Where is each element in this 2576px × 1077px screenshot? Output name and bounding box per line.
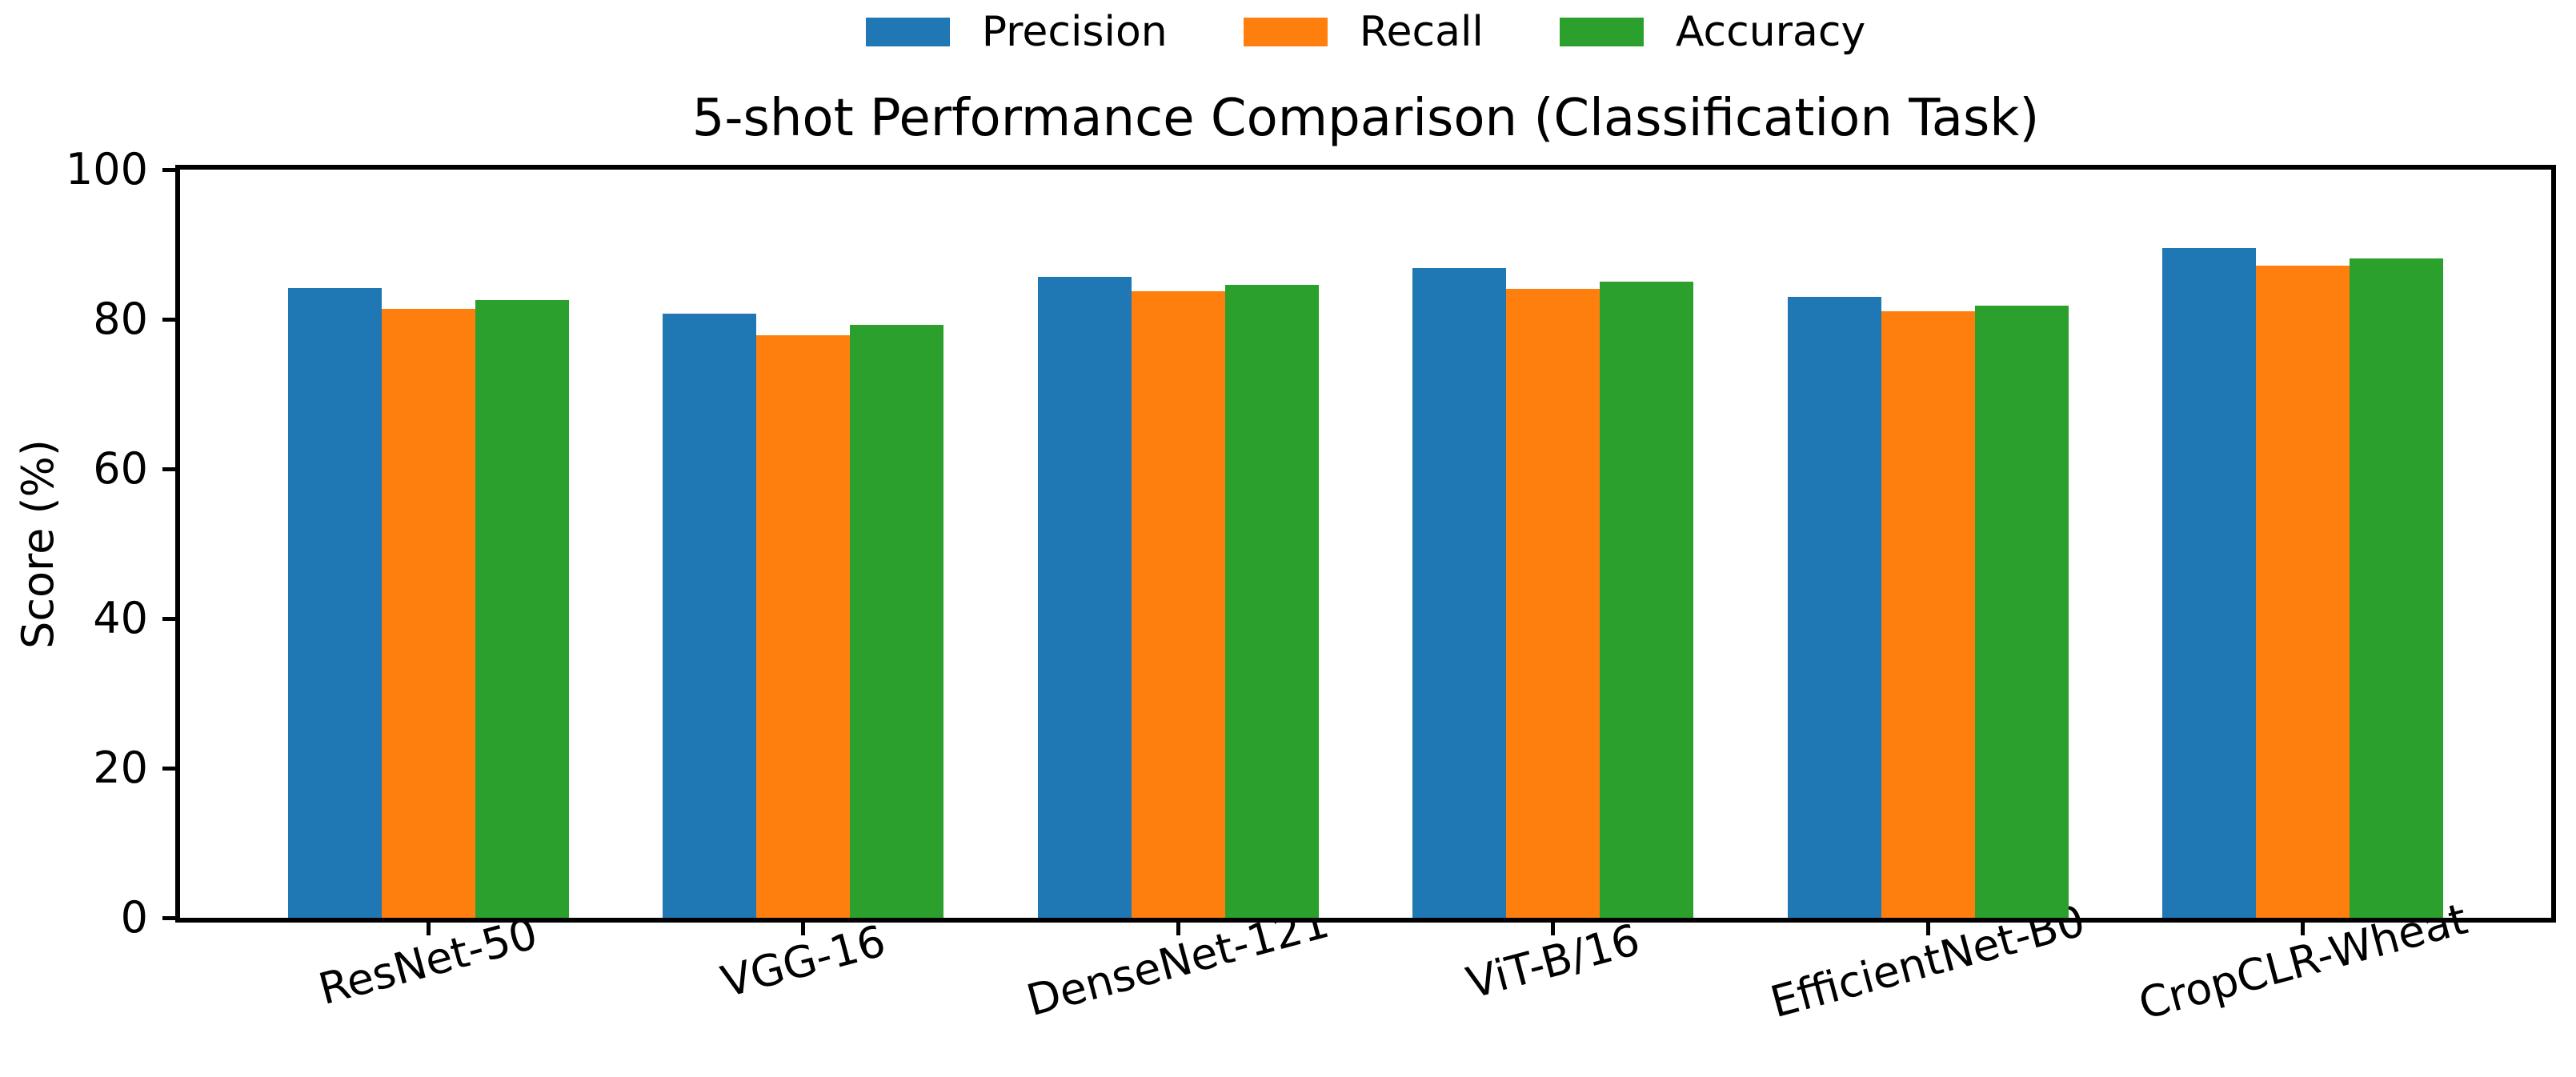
bar-vgg-16-recall: [756, 334, 851, 918]
legend-item-accuracy: Accuracy: [1559, 8, 1866, 56]
bar-densenet-121-accuracy: [1224, 285, 1319, 918]
y-tick-mark-20: [162, 766, 175, 771]
bar-vit-b-16-recall: [1506, 288, 1600, 918]
x-tick-mark-vgg-16: [801, 923, 806, 935]
plot-area: 0 20 40 60 80 100 ResNet-50 VGG-16 DenseNet-121 V…: [66, 148, 2556, 1029]
y-tick-label-0: 0: [120, 892, 148, 943]
legend-swatch-accuracy: [1559, 18, 1644, 46]
x-tick-mark-vit-b-16: [1551, 923, 1556, 935]
bar-cropclr-wheat-accuracy: [2350, 258, 2444, 918]
bar-cropclr-wheat-precision: [2161, 248, 2257, 918]
legend-swatch-recall: [1243, 18, 1328, 46]
bar-efficientnet-b0-accuracy: [1974, 306, 2069, 918]
x-tick-label-densenet-121: DenseNet-121: [1021, 896, 1335, 1027]
bar-vit-b-16-accuracy: [1600, 282, 1694, 918]
bar-efficientnet-b0-recall: [1881, 310, 1975, 918]
y-tick-label-100: 100: [65, 144, 148, 194]
bar-resnet-50-recall: [381, 308, 475, 918]
bar-vgg-16-accuracy: [850, 325, 944, 918]
bar-densenet-121-precision: [1037, 276, 1132, 918]
y-tick-mark-80: [162, 317, 175, 322]
y-tick-label-80: 80: [93, 294, 148, 344]
bar-resnet-50-precision: [287, 287, 382, 918]
x-tick-mark-cropclr-wheat: [2301, 923, 2306, 935]
chart-title: 5-shot Performance Comparison (Classific…: [691, 89, 2040, 148]
y-tick-mark-60: [162, 466, 175, 471]
legend-item-precision: Precision: [865, 8, 1168, 56]
legend: Precision Recall Accuracy: [180, 11, 2551, 53]
bar-vgg-16-precision: [663, 314, 757, 918]
legend-label-accuracy: Accuracy: [1675, 8, 1866, 56]
y-tick-mark-0: [162, 915, 175, 920]
y-axis-label: Score (%): [13, 439, 63, 649]
x-tick-label-efficientnet-b0: EfficientNet-B0: [1765, 895, 2091, 1028]
bar-resnet-50-accuracy: [475, 299, 570, 918]
legend-label-recall: Recall: [1359, 8, 1484, 56]
bar-cropclr-wheat-recall: [2256, 265, 2350, 918]
y-tick-mark-100: [162, 167, 175, 172]
y-tick-mark-40: [162, 616, 175, 621]
legend-item-recall: Recall: [1243, 8, 1484, 56]
legend-label-precision: Precision: [981, 8, 1168, 56]
y-tick-label-60: 60: [93, 443, 148, 494]
y-tick-label-40: 40: [93, 593, 148, 643]
x-tick-mark-resnet-50: [426, 923, 431, 935]
y-tick-label-20: 20: [93, 743, 148, 793]
bar-vit-b-16-precision: [1412, 267, 1507, 918]
x-tick-mark-densenet-121: [1176, 923, 1180, 935]
bar-densenet-121-recall: [1131, 291, 1225, 918]
bar-efficientnet-b0-precision: [1787, 296, 1881, 918]
legend-swatch-precision: [865, 18, 950, 46]
x-tick-mark-efficientnet-b0: [1925, 923, 1930, 935]
